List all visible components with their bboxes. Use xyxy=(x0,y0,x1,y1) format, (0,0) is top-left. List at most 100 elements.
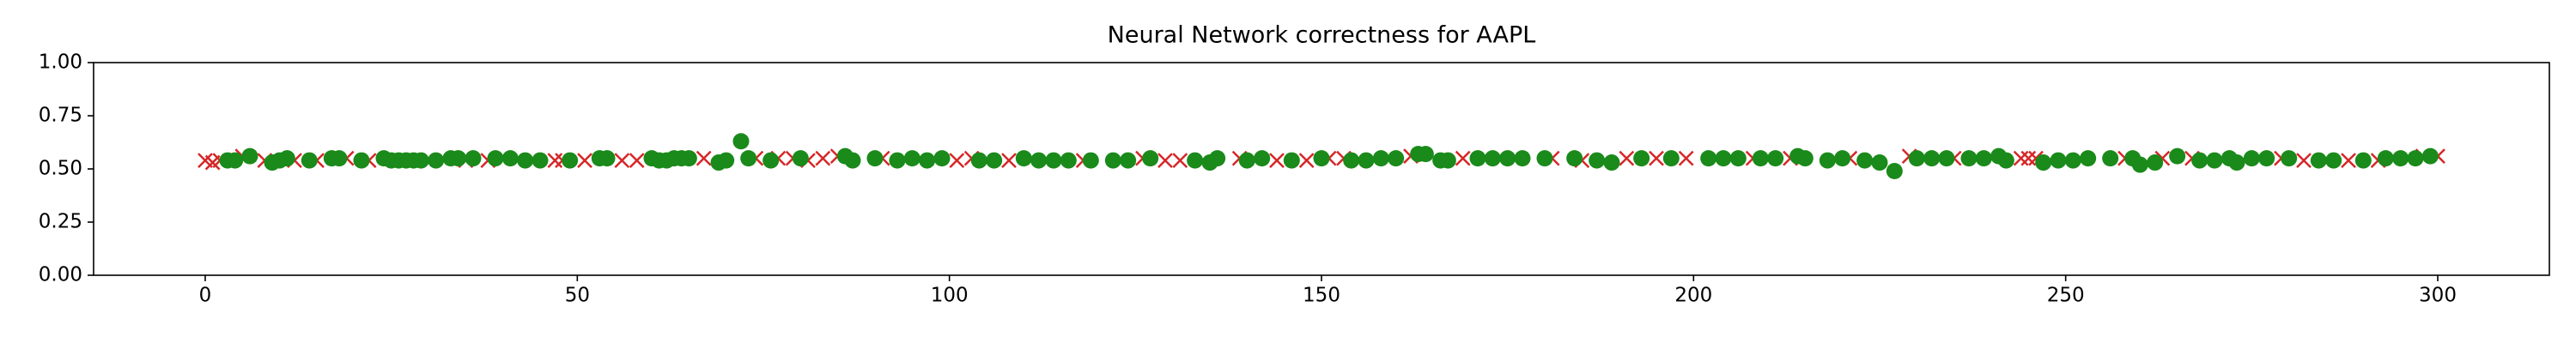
point xyxy=(740,150,757,167)
point xyxy=(1313,150,1330,167)
point xyxy=(792,150,809,167)
point xyxy=(501,150,519,167)
point xyxy=(1752,150,1769,167)
point xyxy=(1209,150,1226,167)
point xyxy=(1388,150,1405,167)
point xyxy=(680,150,697,167)
point xyxy=(1834,150,1851,167)
point xyxy=(1975,150,1992,167)
point xyxy=(301,152,318,169)
point xyxy=(2050,152,2067,169)
point xyxy=(1142,150,1159,167)
point xyxy=(1254,150,1271,167)
point xyxy=(1015,150,1032,167)
point xyxy=(2064,152,2081,169)
point xyxy=(1358,152,1375,169)
point xyxy=(2341,153,2356,168)
plot-frame xyxy=(93,62,2550,276)
x-tick-label: 100 xyxy=(931,285,969,307)
point xyxy=(1104,152,1121,169)
point xyxy=(1269,153,1285,168)
point xyxy=(1120,152,1137,169)
point xyxy=(1796,150,1814,167)
point xyxy=(2035,154,2052,172)
point xyxy=(1187,152,1204,169)
point xyxy=(465,150,482,167)
point xyxy=(949,153,965,168)
point xyxy=(919,152,936,169)
point xyxy=(412,152,429,169)
point xyxy=(2169,147,2186,165)
point xyxy=(844,152,861,169)
x-tick-label: 150 xyxy=(1303,285,1340,307)
x-tick-label: 200 xyxy=(1674,285,1712,307)
point xyxy=(1960,150,1978,167)
point xyxy=(278,150,295,167)
point xyxy=(1417,146,1434,163)
point xyxy=(1619,150,1635,166)
point xyxy=(1700,150,1717,167)
point xyxy=(577,153,592,168)
point xyxy=(2147,154,2164,172)
point xyxy=(718,152,735,169)
point xyxy=(517,152,534,169)
point xyxy=(1343,152,1360,169)
point xyxy=(2243,150,2260,167)
point xyxy=(1649,150,1664,166)
point xyxy=(1997,152,2014,169)
point xyxy=(866,150,884,167)
x-tick-label: 50 xyxy=(565,285,590,307)
point xyxy=(696,150,712,166)
point xyxy=(986,152,1003,169)
point xyxy=(353,152,370,169)
point xyxy=(1589,152,1606,169)
point xyxy=(2080,150,2097,167)
point xyxy=(2325,152,2342,169)
point xyxy=(815,150,831,166)
point xyxy=(2392,150,2409,167)
point xyxy=(1283,152,1300,169)
point xyxy=(2228,154,2245,172)
point xyxy=(547,153,563,168)
point xyxy=(1886,162,1903,179)
point xyxy=(1566,150,1583,167)
point xyxy=(1871,154,1888,172)
y-tick-label: 0.50 xyxy=(39,158,82,180)
point xyxy=(2191,152,2208,169)
point xyxy=(1455,150,1471,166)
point xyxy=(1157,153,1173,168)
point xyxy=(2421,147,2439,165)
point xyxy=(1715,150,1732,167)
point xyxy=(1001,153,1017,168)
point xyxy=(241,147,258,165)
y-tick-label: 1.00 xyxy=(39,51,82,74)
point xyxy=(227,152,244,169)
point xyxy=(1662,150,1680,167)
point xyxy=(1372,150,1389,167)
point xyxy=(1499,150,1516,167)
point xyxy=(1298,153,1315,168)
point xyxy=(1603,154,1620,172)
point xyxy=(629,153,645,168)
point xyxy=(2020,150,2037,166)
point xyxy=(1938,150,1955,167)
point xyxy=(1060,152,1077,169)
x-tick-label: 0 xyxy=(199,285,212,307)
point xyxy=(1514,150,1531,167)
point xyxy=(428,152,445,169)
point xyxy=(903,150,920,167)
point xyxy=(1767,150,1784,167)
point xyxy=(1172,153,1188,168)
point xyxy=(331,150,348,167)
point xyxy=(1729,150,1747,167)
y-tick-label: 0.25 xyxy=(39,211,82,233)
point xyxy=(1923,150,1941,167)
point xyxy=(2102,150,2119,167)
y-tick-label: 0.75 xyxy=(39,105,82,127)
point xyxy=(2354,152,2372,169)
point xyxy=(2407,150,2424,167)
point xyxy=(2377,150,2394,167)
point xyxy=(1439,152,1456,169)
point xyxy=(1856,152,1874,169)
